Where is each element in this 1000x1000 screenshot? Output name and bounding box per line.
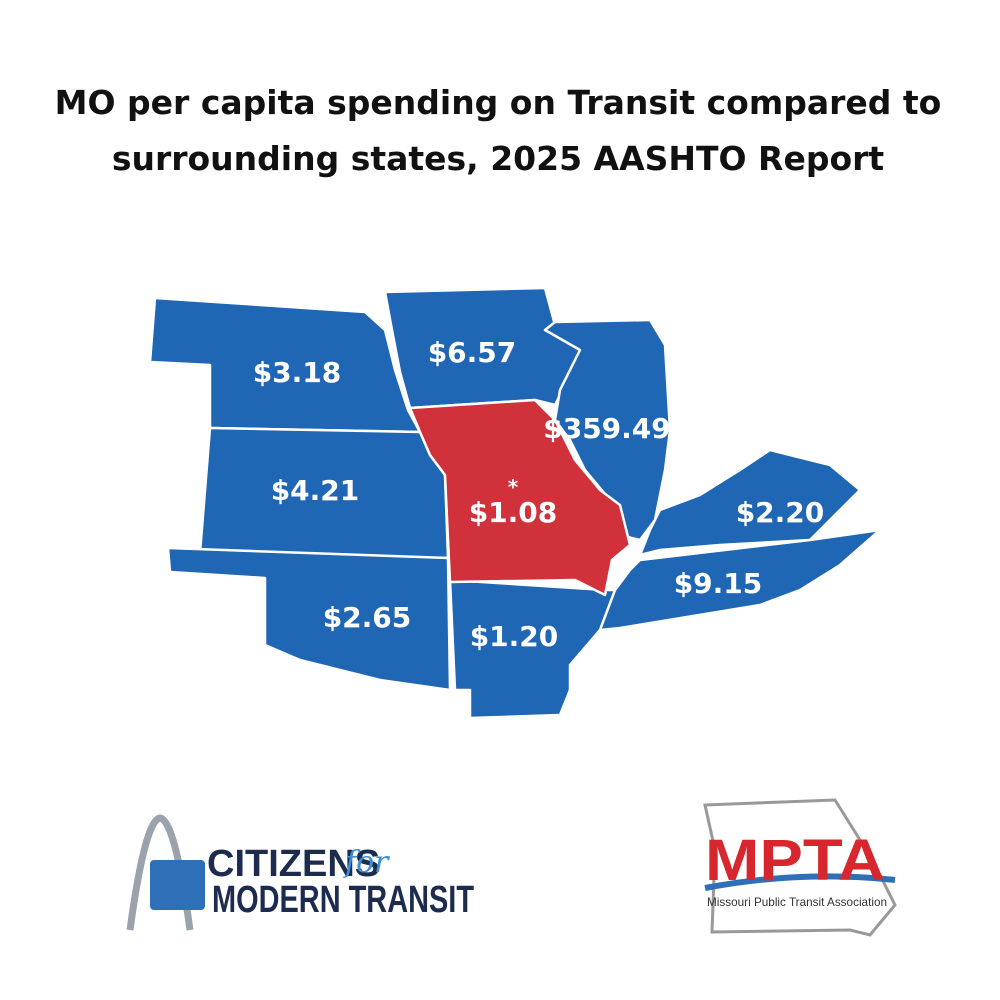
state-ok bbox=[166, 546, 452, 692]
logo-text: for bbox=[343, 845, 390, 880]
logo-cmt: CITIZENS for MODERN TRANSIT bbox=[126, 814, 474, 931]
state-il bbox=[543, 318, 672, 542]
state-ky bbox=[638, 448, 862, 557]
region-label: $4.21 bbox=[271, 474, 360, 507]
region-label: $359.49 bbox=[543, 412, 671, 445]
mo-outline bbox=[703, 798, 897, 937]
title-line: surrounding states, 2025 AASHTO Report bbox=[112, 139, 885, 178]
region-labels: $3.18 $6.57 $359.49 $4.21 $1.08* $2.20 $2.65 $9… bbox=[253, 336, 825, 653]
logo-text: Missouri Public Transit Association bbox=[707, 895, 887, 909]
logo-text: MPTA bbox=[705, 828, 885, 893]
region-label: $2.20 bbox=[736, 496, 825, 529]
city-icon bbox=[150, 860, 205, 910]
logo-text: CITIZENS bbox=[207, 843, 380, 885]
swoosh bbox=[704, 873, 896, 891]
region-label: $2.65 bbox=[323, 601, 412, 634]
map bbox=[148, 286, 882, 720]
state-mo bbox=[408, 398, 632, 597]
region-marker: * bbox=[508, 475, 519, 499]
region-label: $6.57 bbox=[428, 336, 517, 369]
logo-mpta: MPTA Missouri Public Transit Association bbox=[703, 798, 897, 937]
logo-text: MODERN TRANSIT bbox=[212, 879, 474, 921]
region-label: $1.20 bbox=[470, 620, 559, 653]
title-line: MO per capita spending on Transit compar… bbox=[55, 83, 942, 122]
region-label: $9.15 bbox=[674, 567, 763, 600]
state-ia bbox=[383, 286, 582, 410]
state-tn bbox=[598, 528, 882, 632]
region-label: $1.08 bbox=[469, 496, 558, 529]
region-label: $3.18 bbox=[253, 356, 342, 389]
state-ne bbox=[148, 296, 422, 434]
